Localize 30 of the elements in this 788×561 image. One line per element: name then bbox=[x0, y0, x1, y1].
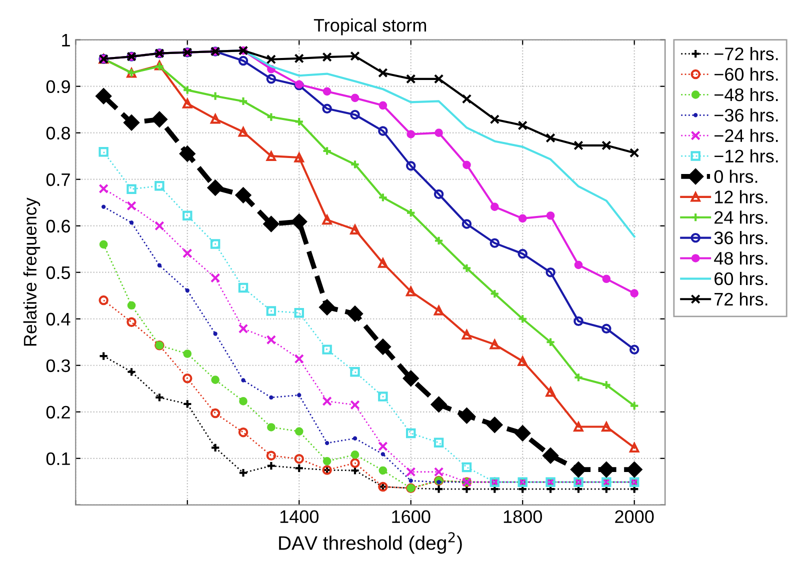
x-tick-label: 1400 bbox=[280, 510, 319, 524]
legend-label: 72 hrs. bbox=[714, 292, 768, 306]
legend-label: −72 hrs. bbox=[714, 47, 778, 60]
legend-label: −12 hrs. bbox=[714, 149, 778, 163]
y-tick-label: 0.1 bbox=[46, 452, 70, 466]
y-tick-label: 0.7 bbox=[46, 173, 70, 186]
y-tick-label: 0.9 bbox=[46, 80, 70, 94]
y-tick-label: 1 bbox=[62, 34, 70, 46]
legend-label: 12 hrs. bbox=[715, 190, 768, 204]
legend-label: −24 hrs. bbox=[714, 128, 778, 142]
x-axis-title: DAV threshold (deg$^{2}$) bbox=[279, 532, 462, 554]
chart-title: Tropical storm bbox=[314, 18, 426, 36]
y-axis-title: Relative frequency bbox=[23, 198, 40, 346]
x-tick-label: 1600 bbox=[392, 510, 430, 524]
y-tick-label: 0.2 bbox=[46, 406, 70, 419]
y-tick-label: 0.6 bbox=[46, 220, 70, 233]
x-tick-label: 2000 bbox=[615, 510, 654, 524]
legend-label: 36 hrs. bbox=[714, 231, 768, 244]
legend-label: −60 hrs. bbox=[714, 67, 778, 81]
y-tick-label: 0.8 bbox=[46, 126, 70, 140]
legend-label: 60 hrs. bbox=[714, 272, 768, 286]
x-tick-label: 1800 bbox=[504, 510, 542, 524]
y-tick-label: 0.5 bbox=[46, 266, 70, 280]
legend-label: 0 hrs. bbox=[714, 170, 758, 183]
legend-label: 48 hrs. bbox=[714, 251, 768, 265]
legend-label: −36 hrs. bbox=[714, 108, 778, 122]
y-tick-label: 0.4 bbox=[46, 312, 70, 326]
legend-label: −48 hrs. bbox=[714, 88, 778, 102]
y-tick-label: 0.3 bbox=[46, 359, 70, 372]
legend-label: 24 hrs. bbox=[714, 210, 768, 224]
